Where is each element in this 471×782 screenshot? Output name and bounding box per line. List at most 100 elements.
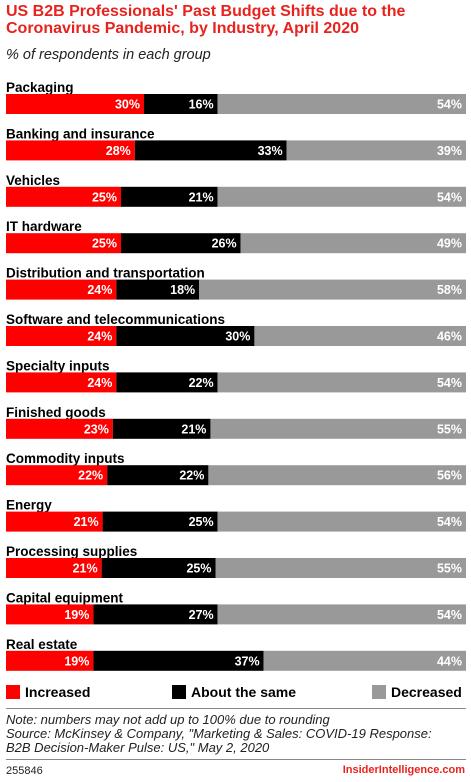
data-label-it-hardware-decreased: 49% — [437, 237, 462, 251]
bar-vehicles-about-the-same — [121, 186, 218, 207]
bar-commodity-inputs-increased — [6, 465, 108, 486]
data-label-vehicles-decreased: 54% — [437, 190, 462, 204]
data-label-finished-goods-about-the-same: 21% — [181, 422, 206, 436]
data-label-real-estate-increased: 19% — [64, 654, 89, 668]
chart-title: US B2B Professionals' Past Budget Shifts… — [6, 3, 406, 37]
data-label-packaging-increased: 30% — [115, 98, 140, 112]
data-label-specialty-inputs-about-the-same: 22% — [189, 376, 214, 390]
category-label-commodity-inputs: Commodity inputs — [6, 451, 125, 466]
bar-commodity-inputs-about-the-same — [107, 465, 209, 486]
data-label-specialty-inputs-increased: 24% — [87, 376, 112, 390]
bar-banking-and-insurance-decreased — [286, 140, 466, 161]
bar-vehicles-increased — [6, 186, 121, 207]
legend-item-about-the-same: About the same — [172, 684, 296, 700]
bar-capital-equipment-about-the-same — [93, 604, 218, 625]
data-label-banking-and-insurance-about-the-same: 33% — [258, 144, 283, 158]
category-label-real-estate: Real estate — [6, 637, 78, 652]
data-label-software-and-telecommunications-decreased: 46% — [437, 330, 462, 344]
bar-it-hardware-increased — [6, 233, 121, 254]
legend-item-increased: Increased — [6, 684, 90, 700]
category-label-processing-supplies: Processing supplies — [6, 544, 137, 559]
bar-specialty-inputs-increased — [6, 372, 117, 393]
bar-capital-equipment-increased — [6, 604, 94, 625]
category-label-software-and-telecommunications: Software and telecommunications — [6, 312, 225, 327]
bar-software-and-telecommunications-increased — [6, 326, 117, 346]
footer-bottom-divider — [6, 759, 466, 760]
bar-energy-about-the-same — [102, 511, 218, 532]
bar-capital-equipment-decreased — [217, 604, 466, 625]
data-label-banking-and-insurance-decreased: 39% — [437, 144, 462, 158]
bar-finished-goods-about-the-same — [112, 418, 211, 439]
category-label-banking-and-insurance: Banking and insurance — [6, 126, 155, 141]
data-label-vehicles-increased: 25% — [92, 190, 117, 204]
bar-commodity-inputs-decreased — [208, 465, 466, 486]
bar-processing-supplies-decreased — [215, 558, 466, 578]
brand-logo-text: InsiderIntelligence.com — [342, 764, 465, 776]
bar-real-estate-about-the-same — [93, 650, 264, 671]
source-line-2: B2B Decision-Maker Pulse: US," May 2, 20… — [6, 740, 270, 755]
bar-software-and-telecommunications-about-the-same — [116, 326, 255, 346]
bar-distribution-and-transportation-about-the-same — [116, 279, 200, 300]
bar-specialty-inputs-about-the-same — [116, 372, 218, 393]
chart-id: 255846 — [6, 765, 43, 777]
footer-divider — [6, 708, 466, 709]
category-label-finished-goods: Finished goods — [6, 405, 106, 420]
data-label-capital-equipment-decreased: 54% — [437, 608, 462, 622]
legend-item-decreased: Decreased — [372, 684, 462, 700]
category-label-energy: Energy — [6, 498, 52, 513]
legend-label-about-the-same: About the same — [191, 684, 297, 700]
legend-swatch-increased — [6, 685, 20, 699]
bar-banking-and-insurance-increased — [6, 140, 135, 161]
stacked-bar-chart: Packaging 30% 16% 54% Banking and insurance 2… — [6, 80, 466, 671]
data-label-capital-equipment-increased: 19% — [64, 608, 89, 622]
data-label-it-hardware-increased: 25% — [92, 237, 117, 251]
bar-packaging-about-the-same — [144, 94, 218, 114]
bar-real-estate-increased — [6, 650, 94, 671]
category-label-capital-equipment: Capital equipment — [6, 590, 124, 605]
data-label-processing-supplies-decreased: 55% — [437, 562, 462, 576]
bar-it-hardware-decreased — [240, 233, 466, 254]
category-label-vehicles: Vehicles — [6, 173, 60, 188]
bar-processing-supplies-increased — [6, 558, 102, 578]
data-label-commodity-inputs-about-the-same: 22% — [179, 469, 204, 483]
bar-distribution-and-transportation-decreased — [199, 279, 466, 300]
data-label-real-estate-decreased: 44% — [437, 654, 462, 668]
data-label-commodity-inputs-increased: 22% — [78, 469, 103, 483]
data-label-packaging-decreased: 54% — [437, 98, 462, 112]
data-label-distribution-and-transportation-increased: 24% — [87, 283, 112, 297]
bar-banking-and-insurance-about-the-same — [134, 140, 287, 161]
data-label-processing-supplies-about-the-same: 25% — [186, 562, 211, 576]
bar-vehicles-decreased — [217, 186, 466, 207]
data-label-processing-supplies-increased: 21% — [73, 562, 98, 576]
footnote: Note: numbers may not add up to 100% due… — [6, 713, 466, 755]
data-label-software-and-telecommunications-increased: 24% — [87, 330, 112, 344]
category-label-distribution-and-transportation: Distribution and transportation — [6, 266, 205, 281]
legend-swatch-decreased — [372, 685, 386, 699]
data-label-capital-equipment-about-the-same: 27% — [189, 608, 214, 622]
category-label-specialty-inputs: Specialty inputs — [6, 358, 110, 373]
category-label-packaging: Packaging — [6, 80, 74, 95]
bar-software-and-telecommunications-decreased — [254, 326, 466, 346]
data-label-it-hardware-about-the-same: 26% — [212, 237, 237, 251]
data-label-real-estate-about-the-same: 37% — [235, 654, 260, 668]
data-label-commodity-inputs-decreased: 56% — [437, 469, 462, 483]
bar-distribution-and-transportation-increased — [6, 279, 117, 300]
legend: Increased About the same Decreased — [6, 684, 466, 700]
chart-subtitle: % of respondents in each group — [6, 47, 211, 63]
bar-specialty-inputs-decreased — [217, 372, 466, 393]
data-label-software-and-telecommunications-about-the-same: 30% — [225, 330, 250, 344]
data-label-finished-goods-decreased: 55% — [437, 422, 462, 436]
data-label-specialty-inputs-decreased: 54% — [437, 376, 462, 390]
bar-packaging-decreased — [217, 94, 466, 114]
bar-finished-goods-increased — [6, 418, 113, 439]
data-label-distribution-and-transportation-about-the-same: 18% — [170, 283, 195, 297]
data-label-finished-goods-increased: 23% — [84, 422, 109, 436]
data-label-banking-and-insurance-increased: 28% — [106, 144, 131, 158]
data-label-energy-increased: 21% — [74, 515, 99, 529]
bar-processing-supplies-about-the-same — [101, 558, 216, 578]
bar-energy-increased — [6, 511, 103, 532]
note-text: Note: numbers may not add up to 100% due… — [6, 712, 330, 727]
bar-real-estate-decreased — [263, 650, 466, 671]
legend-label-increased: Increased — [25, 684, 91, 700]
data-label-energy-decreased: 54% — [437, 515, 462, 529]
